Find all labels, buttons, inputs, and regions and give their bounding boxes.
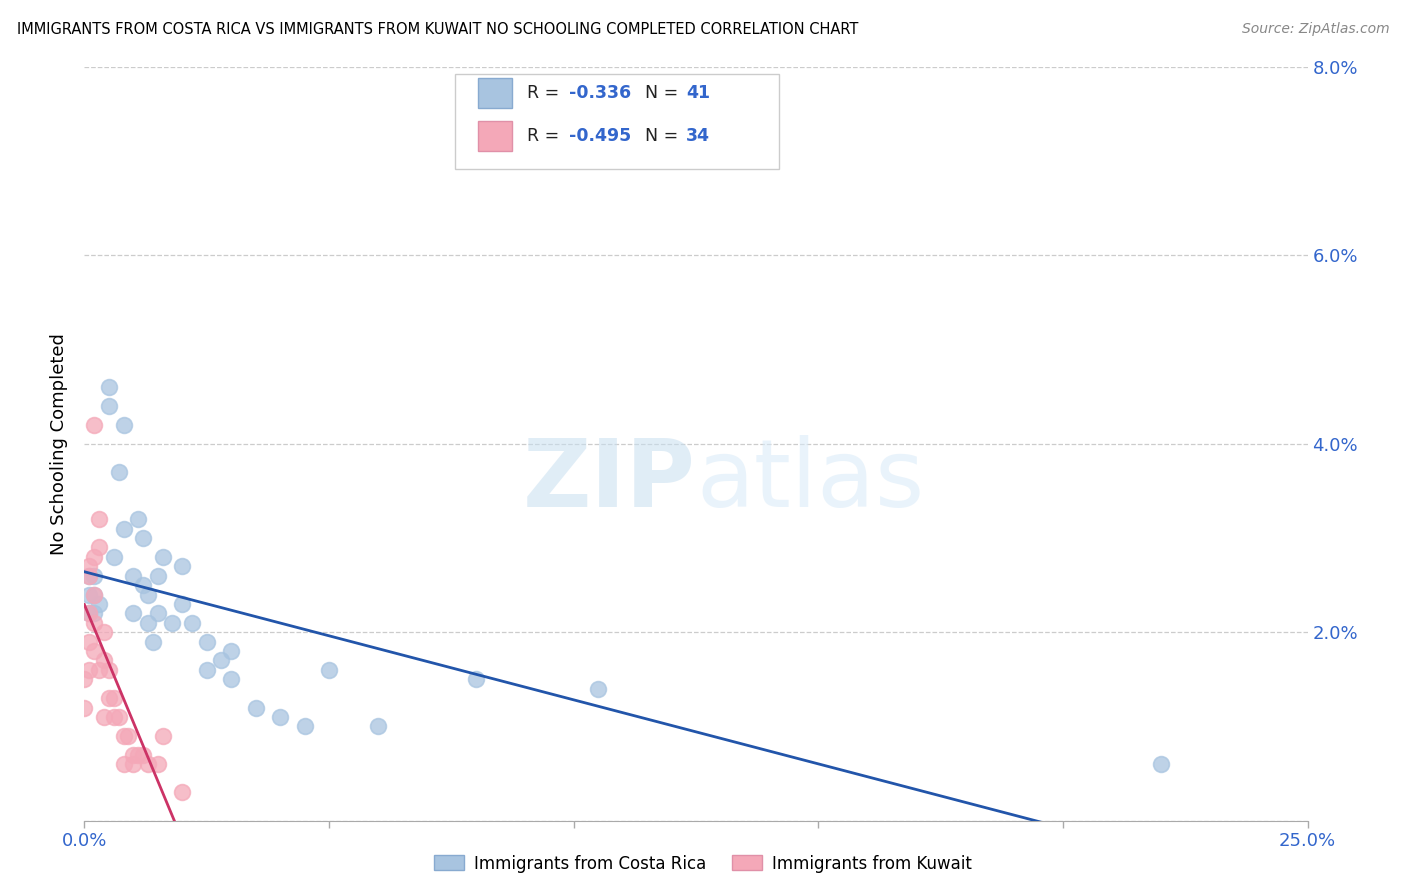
Point [294, 719, 316, 733]
Point [127, 747, 149, 762]
Point [83, 607, 105, 621]
Point [172, 785, 194, 799]
Point [152, 549, 174, 564]
Text: atlas: atlas [696, 435, 924, 527]
Point [269, 710, 291, 724]
Point [93, 710, 115, 724]
Point [172, 559, 194, 574]
Point [103, 691, 125, 706]
Point [1150, 757, 1173, 772]
Point [93, 653, 115, 667]
Point [112, 757, 135, 772]
Point [77, 568, 100, 582]
Point [209, 653, 232, 667]
Point [73, 673, 96, 687]
Point [83, 588, 105, 602]
Point [318, 663, 340, 677]
Point [195, 634, 218, 648]
Point [219, 673, 242, 687]
Point [73, 700, 96, 714]
Point [97, 663, 120, 677]
Point [103, 710, 125, 724]
Point [464, 673, 486, 687]
Point [146, 757, 169, 772]
Text: R =: R = [527, 84, 565, 103]
Point [132, 747, 155, 762]
Point [245, 700, 267, 714]
Point [77, 634, 100, 648]
Point [127, 512, 149, 526]
Text: -0.336: -0.336 [569, 84, 631, 103]
Text: Source: ZipAtlas.com: Source: ZipAtlas.com [1241, 22, 1389, 37]
Point [83, 615, 105, 630]
Point [77, 559, 100, 574]
Text: -0.495: -0.495 [569, 128, 631, 145]
Point [93, 625, 115, 640]
Point [103, 549, 125, 564]
Point [83, 549, 105, 564]
Point [136, 615, 159, 630]
Point [136, 757, 159, 772]
Point [83, 417, 105, 432]
FancyBboxPatch shape [456, 74, 779, 169]
Point [77, 568, 100, 582]
Text: R =: R = [527, 128, 565, 145]
Point [77, 663, 100, 677]
Point [122, 568, 145, 582]
Point [87, 597, 110, 611]
Text: N =: N = [634, 128, 683, 145]
Point [107, 465, 129, 479]
Point [181, 615, 204, 630]
Point [77, 607, 100, 621]
Point [219, 644, 242, 658]
Point [195, 663, 218, 677]
Point [77, 588, 100, 602]
Point [77, 607, 100, 621]
Text: 41: 41 [686, 84, 710, 103]
Point [112, 729, 135, 743]
Point [97, 380, 120, 394]
Point [586, 681, 609, 696]
Point [87, 512, 110, 526]
Point [136, 588, 159, 602]
Point [83, 644, 105, 658]
Point [367, 719, 389, 733]
Point [83, 588, 105, 602]
Point [117, 729, 139, 743]
FancyBboxPatch shape [478, 121, 513, 152]
Point [162, 615, 184, 630]
Point [112, 522, 135, 536]
Point [97, 399, 120, 413]
Point [122, 757, 145, 772]
Point [142, 634, 165, 648]
FancyBboxPatch shape [478, 78, 513, 108]
Point [152, 729, 174, 743]
Point [107, 710, 129, 724]
Point [112, 417, 135, 432]
Point [172, 597, 194, 611]
Point [132, 578, 155, 592]
Point [97, 691, 120, 706]
Point [122, 747, 145, 762]
Point [87, 541, 110, 555]
Text: IMMIGRANTS FROM COSTA RICA VS IMMIGRANTS FROM KUWAIT NO SCHOOLING COMPLETED CORR: IMMIGRANTS FROM COSTA RICA VS IMMIGRANTS… [17, 22, 858, 37]
Legend: Immigrants from Costa Rica, Immigrants from Kuwait: Immigrants from Costa Rica, Immigrants f… [427, 848, 979, 880]
Point [83, 568, 105, 582]
Point [146, 607, 169, 621]
Text: 34: 34 [686, 128, 710, 145]
Point [87, 663, 110, 677]
Point [122, 607, 145, 621]
Point [132, 531, 155, 545]
Text: N =: N = [634, 84, 683, 103]
Y-axis label: No Schooling Completed: No Schooling Completed [51, 333, 69, 555]
Text: ZIP: ZIP [523, 435, 696, 527]
Point [146, 568, 169, 582]
